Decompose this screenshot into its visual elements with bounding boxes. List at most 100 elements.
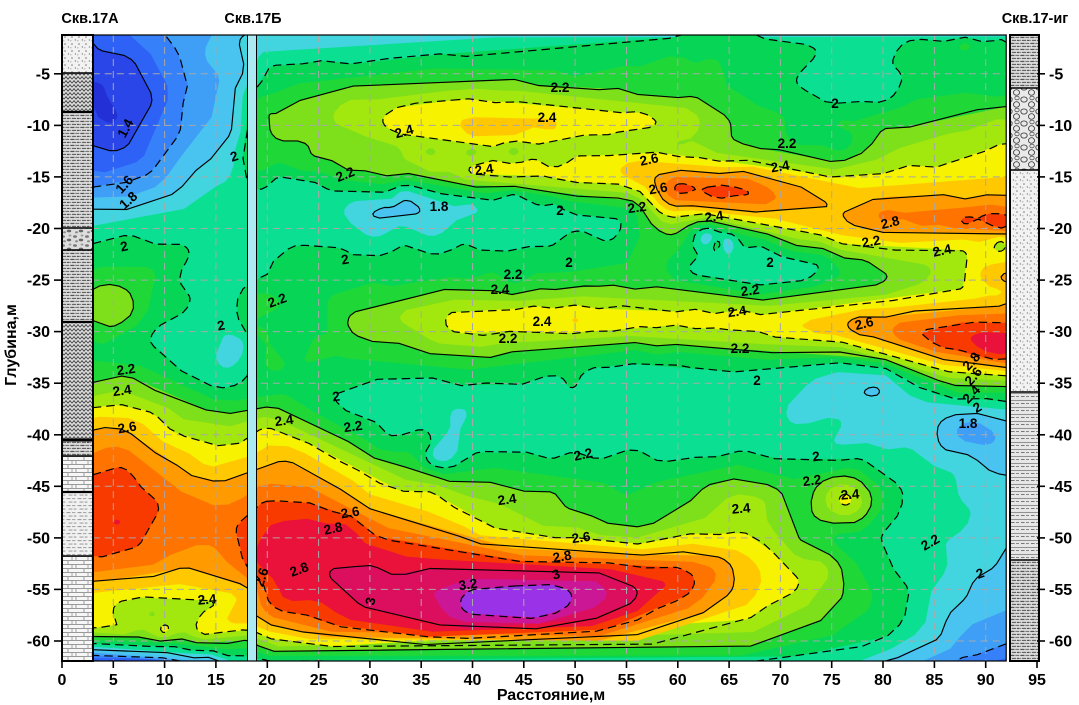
svg-text:-25: -25 [1049,273,1072,290]
svg-text:2: 2 [119,238,129,254]
svg-text:2.4: 2.4 [393,122,416,142]
svg-text:2.2: 2.2 [627,199,648,216]
svg-text:2: 2 [340,251,350,267]
svg-text:2.4: 2.4 [727,303,748,321]
svg-text:2.4: 2.4 [112,382,133,400]
svg-text:3: 3 [362,595,378,606]
svg-text:-5: -5 [1049,66,1063,83]
svg-text:Расстояние,м: Расстояние,м [497,687,605,704]
svg-text:2.2: 2.2 [778,136,797,151]
svg-text:1.8: 1.8 [959,416,978,431]
svg-text:35: 35 [412,672,430,689]
svg-text:2.4: 2.4 [274,412,295,430]
svg-text:2.4: 2.4 [491,282,510,297]
svg-text:2.8: 2.8 [552,547,574,565]
svg-text:2: 2 [811,449,821,465]
svg-text:2.2: 2.2 [343,418,364,435]
svg-text:2.2: 2.2 [334,164,357,185]
svg-text:2.6: 2.6 [638,150,660,169]
svg-text:2.2: 2.2 [731,341,750,356]
svg-text:40: 40 [464,672,482,689]
svg-text:2.2: 2.2 [116,361,137,378]
svg-text:2: 2 [753,373,761,388]
svg-text:2.6: 2.6 [853,314,875,333]
svg-text:3: 3 [551,566,563,583]
svg-text:-35: -35 [1049,376,1072,393]
svg-text:2.4: 2.4 [931,241,953,260]
svg-text:-50: -50 [1049,530,1072,547]
svg-text:-40: -40 [1049,427,1072,444]
svg-text:2.6: 2.6 [571,529,592,547]
svg-text:2.2: 2.2 [504,267,523,282]
svg-text:-10: -10 [27,118,50,135]
svg-text:-20: -20 [1049,221,1072,238]
svg-text:2.8: 2.8 [288,559,311,580]
svg-text:2.6: 2.6 [340,503,362,521]
svg-text:2.2: 2.2 [572,445,593,464]
svg-text:Скв.17Б: Скв.17Б [224,11,281,27]
svg-text:1.8: 1.8 [430,199,449,214]
svg-text:65: 65 [720,672,738,689]
svg-text:2: 2 [766,255,774,270]
svg-text:2.4: 2.4 [197,591,217,608]
svg-text:2.8: 2.8 [879,213,901,232]
svg-text:2.2: 2.2 [499,331,518,346]
svg-text:10: 10 [156,672,174,689]
svg-text:-40: -40 [27,427,50,444]
svg-text:2.8: 2.8 [322,519,344,538]
svg-text:20: 20 [258,672,276,689]
svg-text:-10: -10 [1049,118,1072,135]
svg-text:2.4: 2.4 [731,500,751,517]
svg-text:2.2: 2.2 [266,290,289,311]
svg-text:2: 2 [216,317,226,333]
svg-text:-60: -60 [27,634,50,651]
svg-text:2.4: 2.4 [770,157,792,175]
svg-text:2.4: 2.4 [538,110,557,125]
svg-text:3.2: 3.2 [458,576,479,593]
svg-text:2.6: 2.6 [117,418,139,436]
svg-text:2.2: 2.2 [802,472,823,489]
svg-text:2: 2 [331,389,341,405]
svg-text:2.6: 2.6 [648,179,670,197]
svg-text:60: 60 [669,672,687,689]
svg-text:Скв.17А: Скв.17А [61,11,119,27]
svg-text:-30: -30 [1049,324,1072,341]
svg-text:2: 2 [565,255,573,270]
svg-text:2: 2 [556,203,564,218]
svg-text:30: 30 [361,672,379,689]
svg-text:45: 45 [515,672,533,689]
svg-text:2.2: 2.2 [551,80,570,95]
svg-text:-25: -25 [27,273,50,290]
svg-text:-55: -55 [1049,582,1072,599]
svg-text:-55: -55 [27,582,50,599]
svg-text:85: 85 [926,672,944,689]
svg-text:-20: -20 [27,221,50,238]
svg-text:0: 0 [58,672,67,689]
svg-text:2.4: 2.4 [533,314,552,329]
svg-text:5: 5 [109,672,118,689]
svg-text:-30: -30 [27,324,50,341]
svg-text:2: 2 [831,96,839,111]
svg-text:2.4: 2.4 [497,491,518,509]
svg-text:75: 75 [823,672,841,689]
svg-text:-45: -45 [27,479,50,496]
svg-text:-60: -60 [1049,634,1072,651]
svg-text:-15: -15 [27,169,50,186]
svg-text:15: 15 [207,672,225,689]
svg-text:Скв.17-иг: Скв.17-иг [1002,11,1069,27]
svg-text:2: 2 [228,148,240,165]
svg-text:2.2: 2.2 [861,232,882,250]
svg-text:90: 90 [977,672,995,689]
svg-text:-50: -50 [27,530,50,547]
svg-text:-15: -15 [1049,169,1072,186]
svg-text:Глубина,м: Глубина,м [3,304,20,386]
svg-text:2.2: 2.2 [740,282,761,299]
svg-text:25: 25 [310,672,328,689]
svg-text:50: 50 [566,672,584,689]
svg-text:80: 80 [874,672,892,689]
svg-text:95: 95 [1028,672,1046,689]
svg-text:70: 70 [772,672,790,689]
svg-text:2.4: 2.4 [704,208,725,226]
svg-text:2.4: 2.4 [840,486,860,503]
svg-text:-5: -5 [36,66,50,83]
